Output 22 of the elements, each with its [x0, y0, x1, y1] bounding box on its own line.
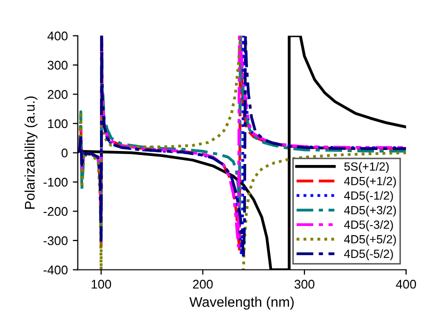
legend-label: 4D5(+3/2) — [344, 206, 396, 217]
y-tick-label: 300 — [48, 60, 68, 70]
legend-label: 5S(+1/2) — [344, 162, 389, 174]
y-tick-label: -300 — [44, 236, 68, 246]
legend-label: 4D5(-5/2) — [344, 249, 393, 260]
legend-label: 4D5(+5/2) — [344, 234, 396, 246]
y-axis-title: Polarizability (a.u.) — [24, 96, 38, 209]
x-tick-label: 400 — [396, 280, 416, 289]
x-tick-label: 100 — [92, 280, 112, 289]
y-tick-label: 0 — [62, 148, 68, 158]
y-tick-label: 400 — [47, 32, 68, 40]
y-tick-label: 200 — [48, 90, 68, 99]
x-axis-title: Wavelength (nm) — [189, 296, 294, 310]
y-tick-label: 100 — [48, 119, 68, 128]
x-tick-label: 200 — [192, 280, 213, 289]
x-tick-label: 300 — [294, 280, 314, 289]
legend-label: 4D5(-1/2) — [344, 191, 393, 202]
y-tick-label: -400 — [44, 266, 68, 274]
legend-label: 4D5(+1/2) — [344, 176, 396, 188]
y-tick-label: -200 — [44, 207, 68, 216]
legend-label: 4D5(-3/2) — [344, 220, 393, 232]
y-tick-label: -100 — [44, 178, 68, 187]
